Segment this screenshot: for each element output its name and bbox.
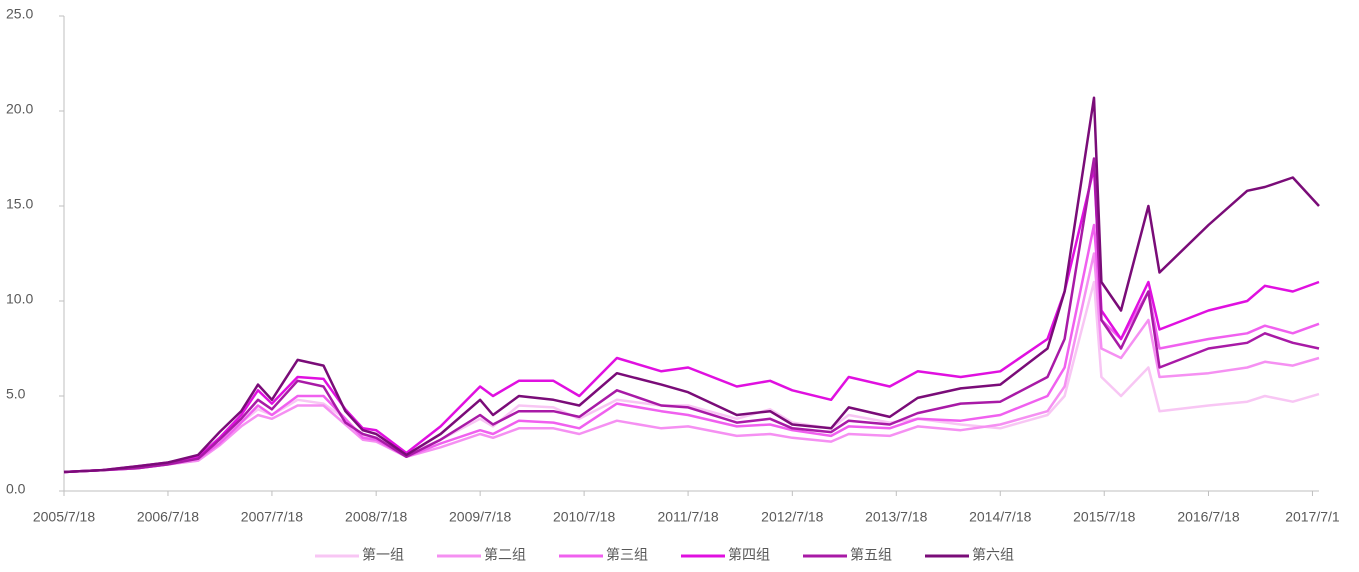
x-tick-label: 2006/7/18 [137, 509, 199, 525]
series-line [63, 280, 1320, 474]
x-tick-label: 2007/7/18 [241, 509, 303, 525]
x-tick-label: 2014/7/18 [969, 509, 1031, 525]
x-tick-label: 2011/7/18 [657, 509, 718, 525]
legend-label: 第四组 [728, 547, 770, 563]
series-line [63, 157, 1320, 474]
legend-label: 第一组 [362, 547, 404, 563]
y-tick-label: 25.0 [6, 6, 33, 22]
y-tick-label: 20.0 [6, 101, 33, 117]
y-tick-label: 5.0 [6, 386, 26, 402]
y-tick-label: 0.0 [6, 481, 26, 497]
y-tick-label: 15.0 [6, 196, 33, 212]
y-tick-label: 10.0 [6, 291, 33, 307]
x-tick-label: 2012/7/18 [761, 509, 823, 525]
x-tick-label: 2015/7/18 [1073, 509, 1135, 525]
legend-label: 第二组 [484, 547, 526, 563]
x-tick-label: 2013/7/18 [865, 509, 927, 525]
x-tick-label: 2008/7/18 [345, 509, 407, 525]
x-tick-label: 2010/7/18 [553, 509, 615, 525]
series-line [63, 252, 1320, 474]
x-tick-label: 2009/7/18 [449, 509, 511, 525]
x-tick-label: 2017/7/1 [1285, 509, 1340, 525]
x-tick-label: 2016/7/18 [1177, 509, 1239, 525]
series-line [63, 223, 1320, 474]
x-tick-label: 2005/7/18 [33, 509, 95, 525]
series-line [63, 96, 1320, 474]
series-line [63, 166, 1320, 474]
legend-label: 第三组 [606, 547, 648, 563]
legend-label: 第六组 [972, 547, 1014, 563]
legend-label: 第五组 [850, 547, 892, 563]
